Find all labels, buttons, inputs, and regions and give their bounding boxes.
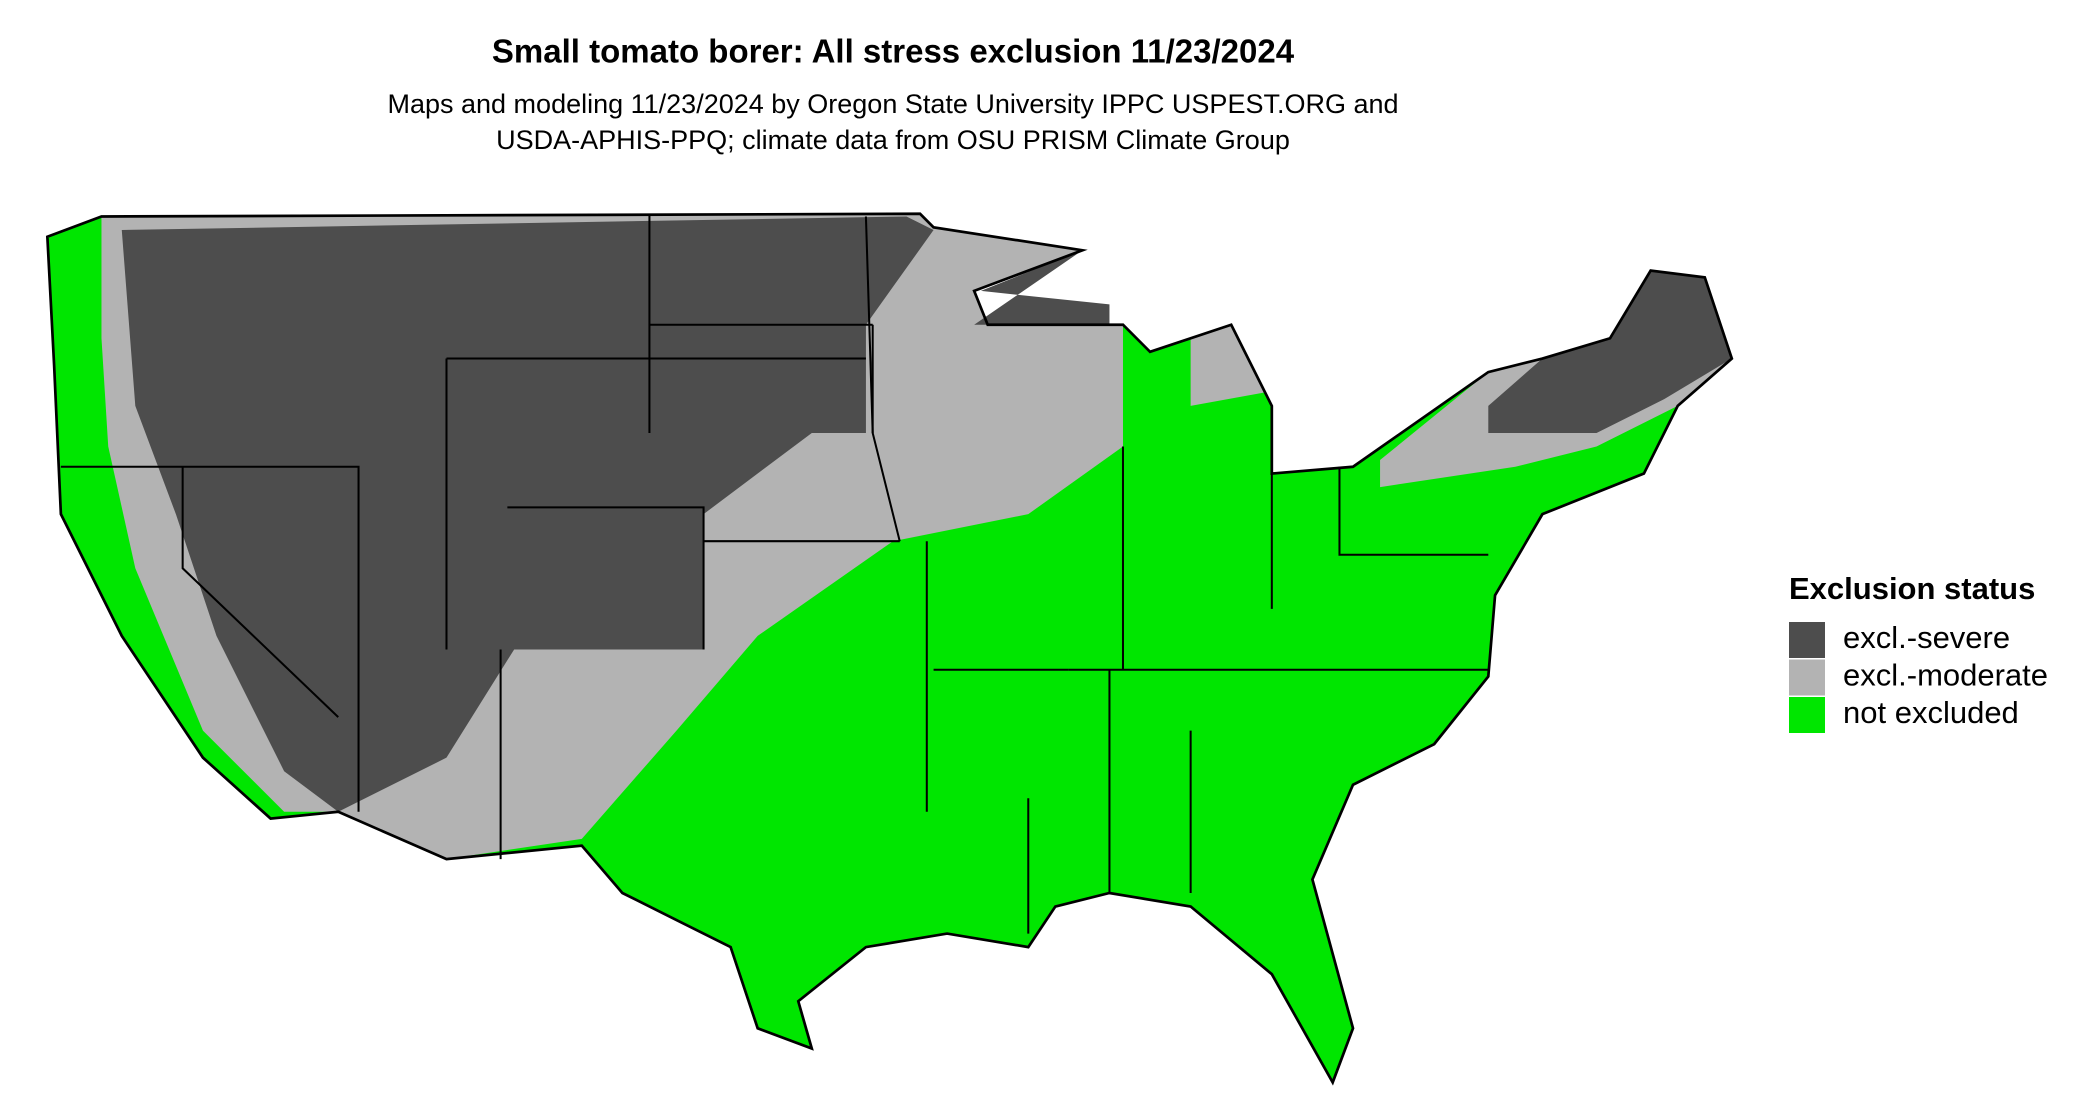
state-border: [181, 466, 339, 718]
legend-swatch: [1789, 622, 1825, 658]
region-severe: [1488, 270, 1732, 433]
legend-label: not excluded: [1843, 695, 2019, 730]
state-border: [1338, 466, 1489, 556]
legend-title: Exclusion status: [1789, 571, 2035, 606]
state-border: [60, 465, 360, 812]
legend-swatch: [1789, 697, 1825, 733]
legend-label: excl.-moderate: [1843, 658, 2048, 693]
title: Small tomato borer: All stress exclusion…: [492, 33, 1295, 70]
subtitle: USDA-APHIS-PPQ; climate data from OSU PR…: [496, 125, 1290, 155]
legend-swatch: [1789, 659, 1825, 696]
state-border: [864, 216, 901, 542]
subtitle: Maps and modeling 11/23/2024 by Oregon S…: [387, 89, 1398, 119]
region-moderate: [1190, 324, 1266, 406]
legend-label: excl.-severe: [1843, 620, 2010, 655]
us-outline: [45, 212, 1734, 1086]
us-map: [45, 212, 1734, 1086]
state-border: [507, 506, 705, 650]
region-severe: [974, 250, 1110, 325]
region-severe: [121, 216, 934, 812]
